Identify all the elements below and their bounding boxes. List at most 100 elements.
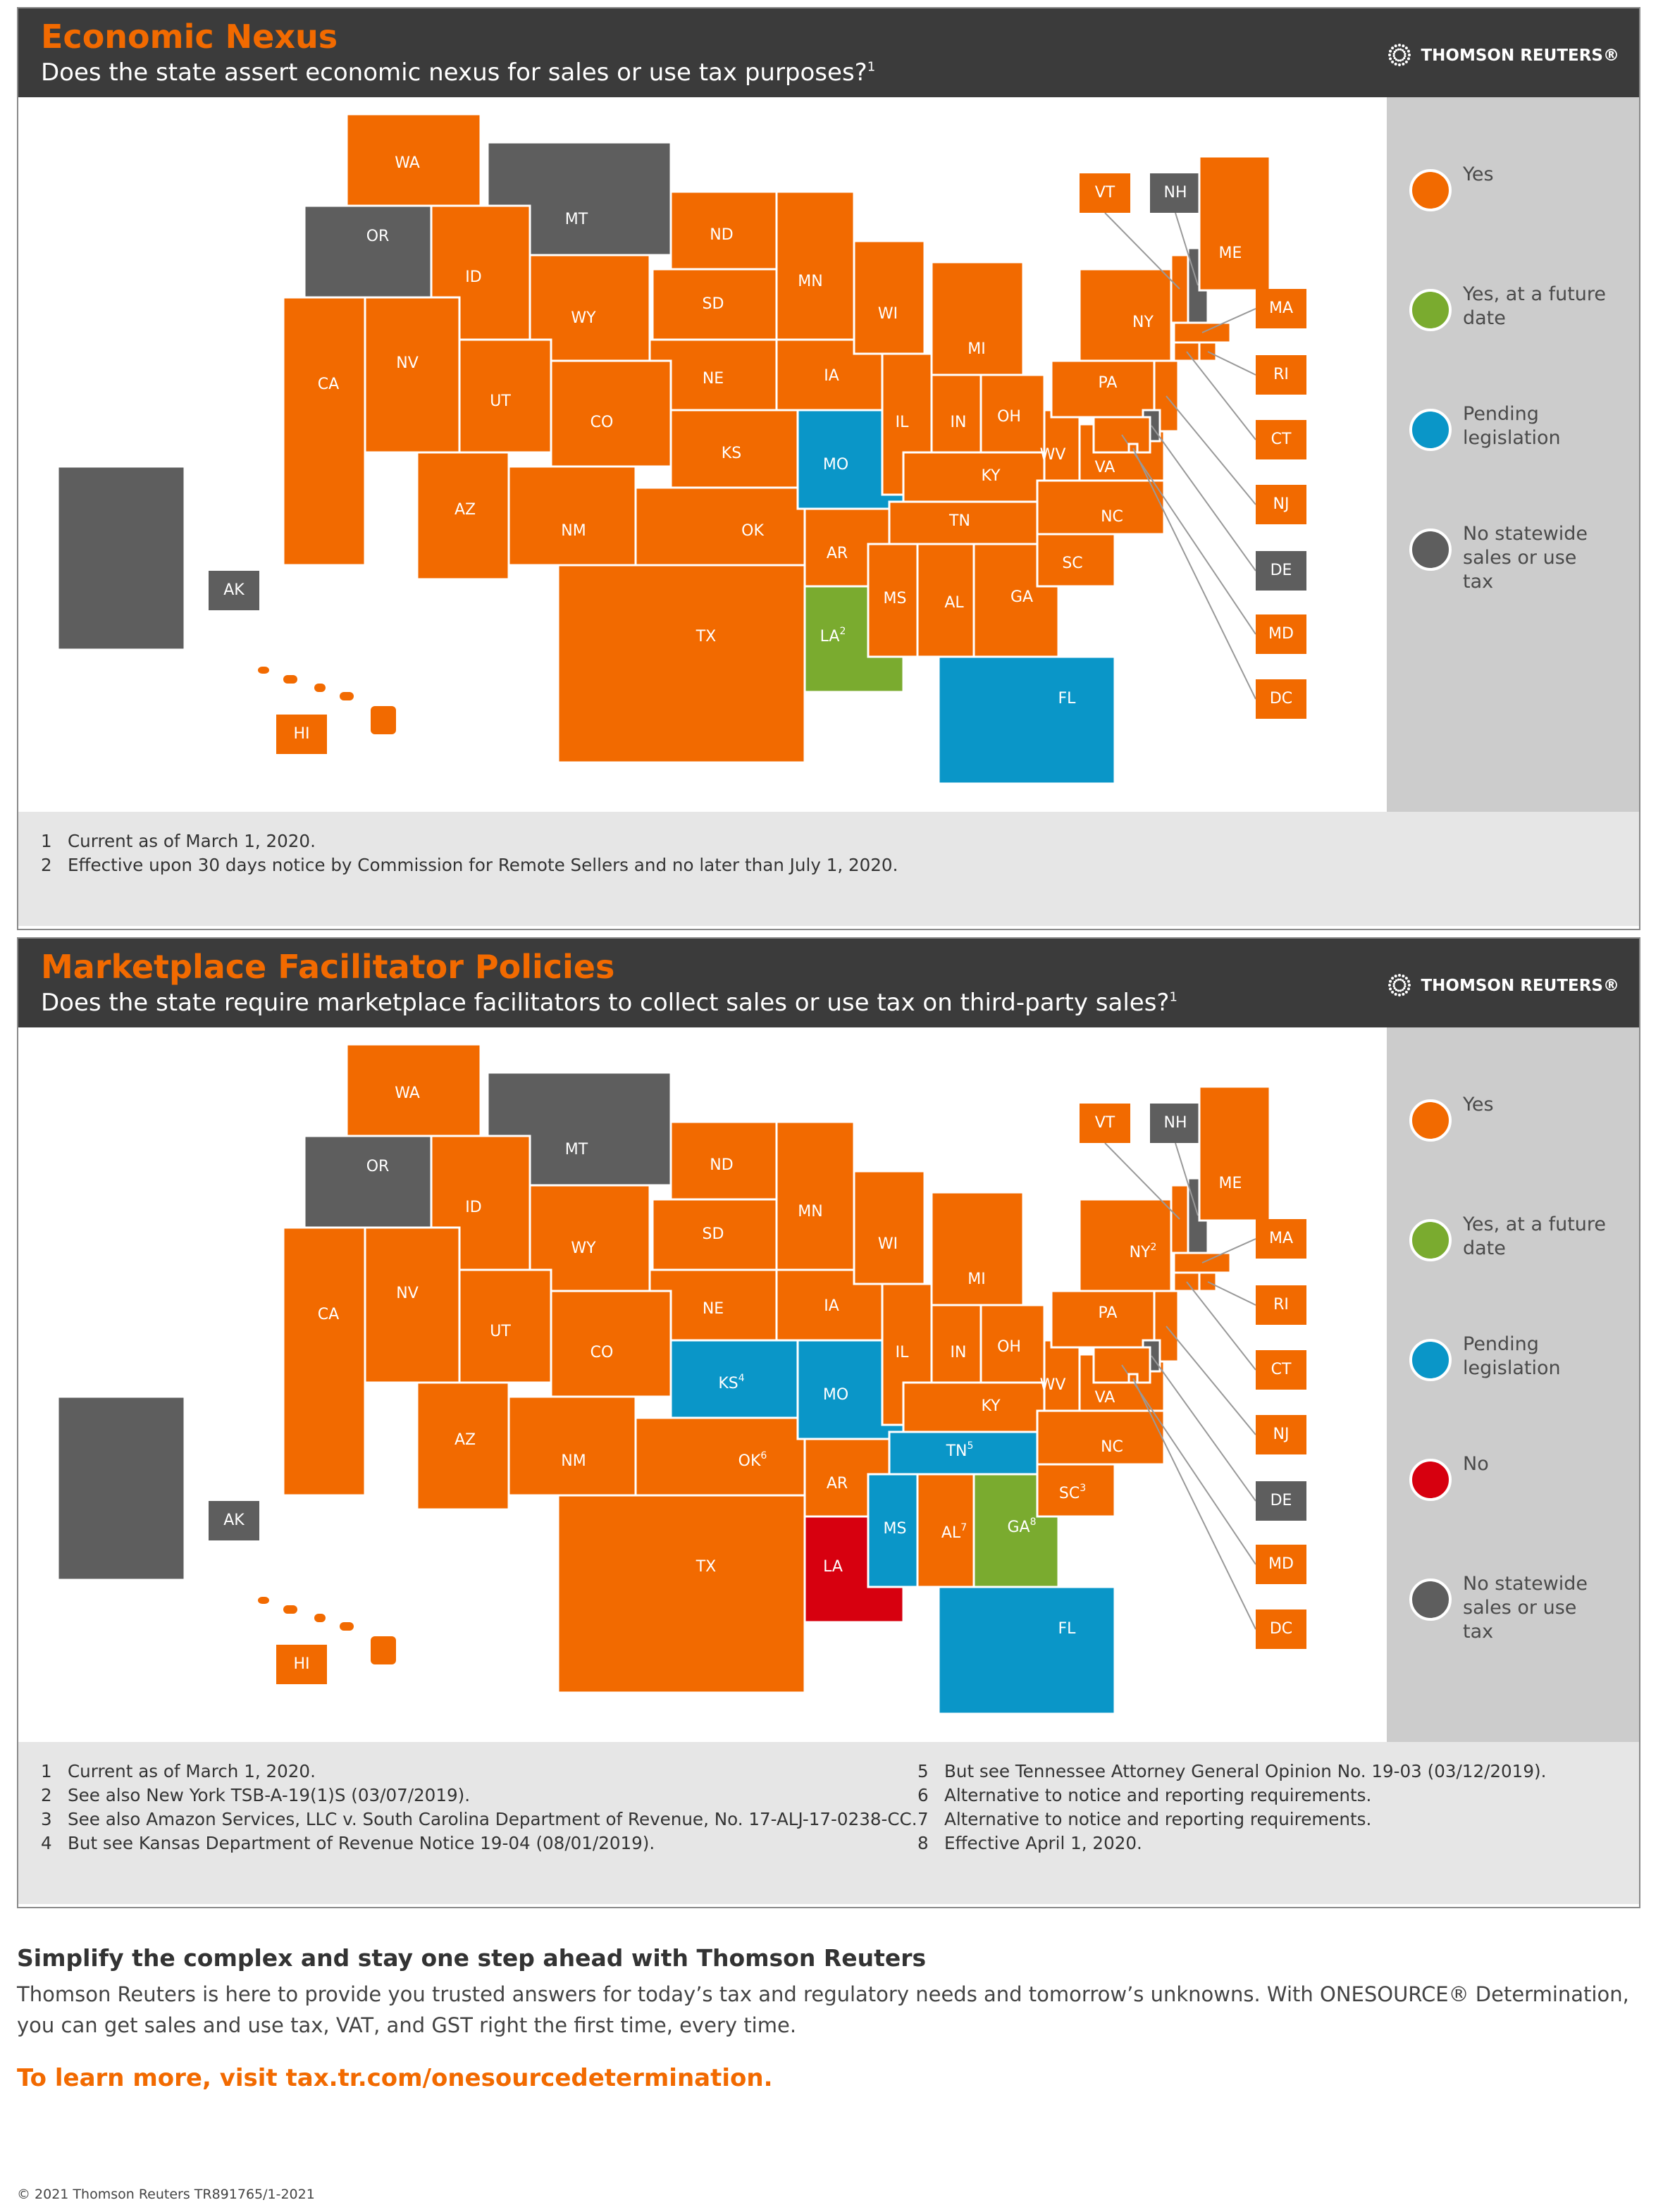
state: CT xyxy=(1173,341,1306,459)
callout-line xyxy=(1207,1281,1256,1306)
state-abbr: WV xyxy=(1040,1376,1066,1394)
state-label: ME xyxy=(1219,245,1242,262)
footnote: 5 But see Tennessee Attorney General Opin… xyxy=(917,1762,1622,1786)
state-shape xyxy=(669,1120,778,1201)
state-label: ID xyxy=(465,268,481,286)
state-abbr: TX xyxy=(696,1558,717,1576)
state-shape xyxy=(634,1416,806,1497)
logo-text: THOMSON REUTERS® xyxy=(1421,45,1619,65)
state-abbr: NH xyxy=(1164,184,1187,202)
state-abbr: MO xyxy=(823,456,848,474)
footnote-text: Alternative to notice and reporting requ… xyxy=(944,1786,1372,1805)
logo-dot xyxy=(1395,992,1398,996)
state-abbr: CA xyxy=(318,1306,339,1323)
legend-label: Yes, at a future date xyxy=(1463,283,1607,330)
state: CA xyxy=(282,296,366,567)
state-shape xyxy=(303,204,454,299)
state-abbr: MA xyxy=(1269,299,1293,317)
panel-subtitle: Does the state assert economic nexus for… xyxy=(41,59,875,87)
legend-label: No xyxy=(1463,1453,1489,1476)
state: MN xyxy=(775,1120,855,1271)
state-shape xyxy=(930,261,1025,376)
logo-dot xyxy=(1407,57,1411,61)
state-label: KY xyxy=(981,1397,1001,1415)
state-abbr: NY xyxy=(1130,1244,1151,1261)
footnote-text: Alternative to notice and reporting requ… xyxy=(944,1810,1372,1829)
legend-item: Yes xyxy=(1409,163,1611,211)
state-shape xyxy=(364,1226,461,1384)
state-label: AK xyxy=(223,581,245,599)
subtitle-text: Does the state assert economic nexus for… xyxy=(41,59,867,87)
state-shape xyxy=(937,1586,1116,1715)
logo-dot xyxy=(1402,989,1404,991)
logo-dot xyxy=(1399,59,1402,62)
state: OK xyxy=(634,486,806,567)
legend-label: Yes, at a future date xyxy=(1463,1213,1607,1260)
state-shape xyxy=(314,1614,326,1622)
state-note: 5 xyxy=(967,1440,973,1452)
footnote-text: See also Amazon Services, LLC v. South C… xyxy=(68,1810,917,1829)
state: TX xyxy=(557,564,806,764)
state: WA xyxy=(345,113,482,207)
state-abbr: NE xyxy=(703,1300,724,1318)
state-abbr: IL xyxy=(896,1344,909,1361)
legend-swatch xyxy=(1409,169,1452,211)
logo-dot xyxy=(1395,979,1398,982)
state-abbr: WA xyxy=(395,154,420,172)
state-abbr: WA xyxy=(395,1085,420,1102)
callout-line xyxy=(1201,1238,1256,1263)
callout-line xyxy=(1201,308,1256,333)
callout-line xyxy=(1175,212,1199,286)
footnote-number: 2 xyxy=(41,1786,52,1805)
state: CO xyxy=(550,1290,672,1398)
state: AK xyxy=(56,1395,259,1581)
state-label: GA8 xyxy=(1007,1516,1036,1536)
logo-dot xyxy=(1393,54,1396,58)
state-shape xyxy=(340,1622,354,1631)
state-shape xyxy=(458,1268,552,1384)
footer-link[interactable]: To learn more, visit tax.tr.com/onesourc… xyxy=(17,2065,773,2093)
state-abbr: TX xyxy=(696,628,717,645)
state-label: NJ xyxy=(1273,1426,1290,1443)
footer-body: Thomson Reuters is here to provide you t… xyxy=(17,1984,1629,2038)
footnote: 6 Alternative to notice and reporting req… xyxy=(917,1786,1622,1810)
state-abbr: AL xyxy=(941,1524,961,1542)
state: ND xyxy=(669,190,778,271)
state-abbr: CA xyxy=(318,376,339,393)
logo-dot xyxy=(1407,980,1411,983)
state-abbr: ND xyxy=(710,226,733,244)
state-shape xyxy=(775,190,855,341)
state-abbr: CO xyxy=(591,1344,614,1361)
state-abbr: SD xyxy=(703,295,724,313)
state-abbr: DC xyxy=(1270,690,1292,708)
state-label: PA xyxy=(1099,1304,1118,1322)
state: NH xyxy=(1150,173,1209,324)
state-abbr: SC xyxy=(1062,555,1082,572)
state-label: IL xyxy=(896,414,909,431)
state-shape xyxy=(1036,479,1166,536)
footer: Simplify the complex and stay one step a… xyxy=(17,1945,1638,2093)
state-note: 7 xyxy=(960,1522,967,1533)
logo-dot xyxy=(1394,50,1397,54)
logo-dot xyxy=(1395,49,1398,51)
state-abbr: WV xyxy=(1040,446,1066,464)
state-shape xyxy=(345,113,482,207)
state-shape xyxy=(902,451,1046,503)
state-abbr: NM xyxy=(561,522,586,540)
label-box xyxy=(1256,1285,1306,1325)
state-abbr: GA xyxy=(1007,1519,1030,1536)
state-abbr: PA xyxy=(1099,374,1118,392)
state-label: CT xyxy=(1271,431,1292,448)
state-label: NY2 xyxy=(1130,1242,1157,1261)
legend-item: Pending legislation xyxy=(1409,1333,1611,1381)
state: ND xyxy=(669,1120,778,1201)
state-label: MN xyxy=(798,273,822,290)
state: KS xyxy=(669,409,799,489)
state-label: DE xyxy=(1271,562,1292,579)
footnote: 1 Current as of March 1, 2020. xyxy=(41,1762,917,1786)
state-label: DC xyxy=(1270,690,1292,708)
state-label: NC xyxy=(1101,508,1123,526)
logo-dot xyxy=(1407,49,1411,53)
map: WA OR MT ID WY ND SD NE KS4 OK6 TX NM CO UT AZ NV CA MN IA… xyxy=(56,1043,1306,1715)
state-abbr: NC xyxy=(1101,508,1123,526)
